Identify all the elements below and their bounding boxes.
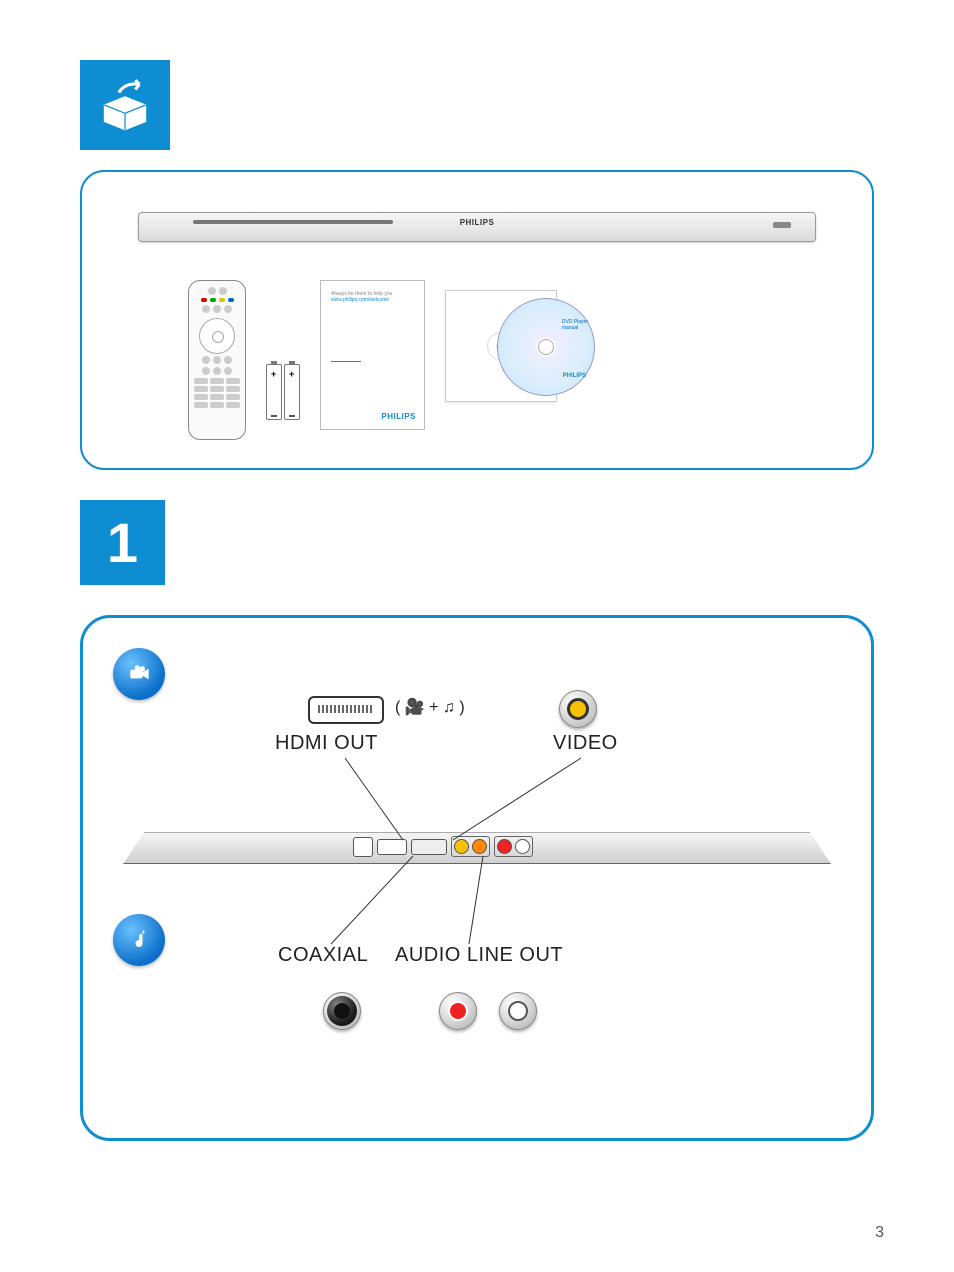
page-number: 3 bbox=[875, 1224, 884, 1242]
audio-line-out-label: AUDIO LINE OUT bbox=[395, 944, 563, 967]
video-section-icon bbox=[113, 648, 165, 700]
disc-illustration: ⓘ DVD Player manual PHILIPS bbox=[445, 280, 595, 410]
batteries-illustration: + + bbox=[266, 360, 300, 420]
audio-section-icon bbox=[113, 914, 165, 966]
step-number: 1 bbox=[107, 510, 138, 575]
video-rca-jack bbox=[559, 690, 597, 728]
player-brand-text: PHILIPS bbox=[460, 218, 495, 227]
audio-left-jack bbox=[499, 992, 537, 1030]
leader-lines bbox=[83, 618, 871, 1138]
box-contents-panel: PHILIPS + + bbox=[80, 170, 874, 470]
video-label: VIDEO bbox=[553, 732, 618, 755]
audio-right-jack bbox=[439, 992, 477, 1030]
hdmi-label: HDMI OUT bbox=[275, 732, 378, 755]
hdmi-symbols: ( 🎥 + ♫ ) bbox=[395, 697, 465, 717]
coaxial-label: COAXIAL bbox=[278, 944, 368, 967]
booklet-illustration: Always be there to help you www.philips.… bbox=[320, 280, 425, 430]
remote-illustration bbox=[188, 280, 246, 440]
coaxial-jack bbox=[323, 992, 361, 1030]
player-illustration: PHILIPS bbox=[138, 200, 816, 260]
booklet-brand: PHILIPS bbox=[381, 412, 416, 421]
connections-panel: ( 🎥 + ♫ ) HDMI OUT VIDEO COAXIAL AUDIO L… bbox=[80, 615, 874, 1141]
step-number-badge: 1 bbox=[80, 500, 165, 585]
hdmi-port-illustration bbox=[308, 696, 384, 724]
player-rear-illustration bbox=[123, 822, 831, 872]
unbox-icon bbox=[80, 60, 170, 150]
manual-page: PHILIPS + + bbox=[0, 0, 954, 1272]
